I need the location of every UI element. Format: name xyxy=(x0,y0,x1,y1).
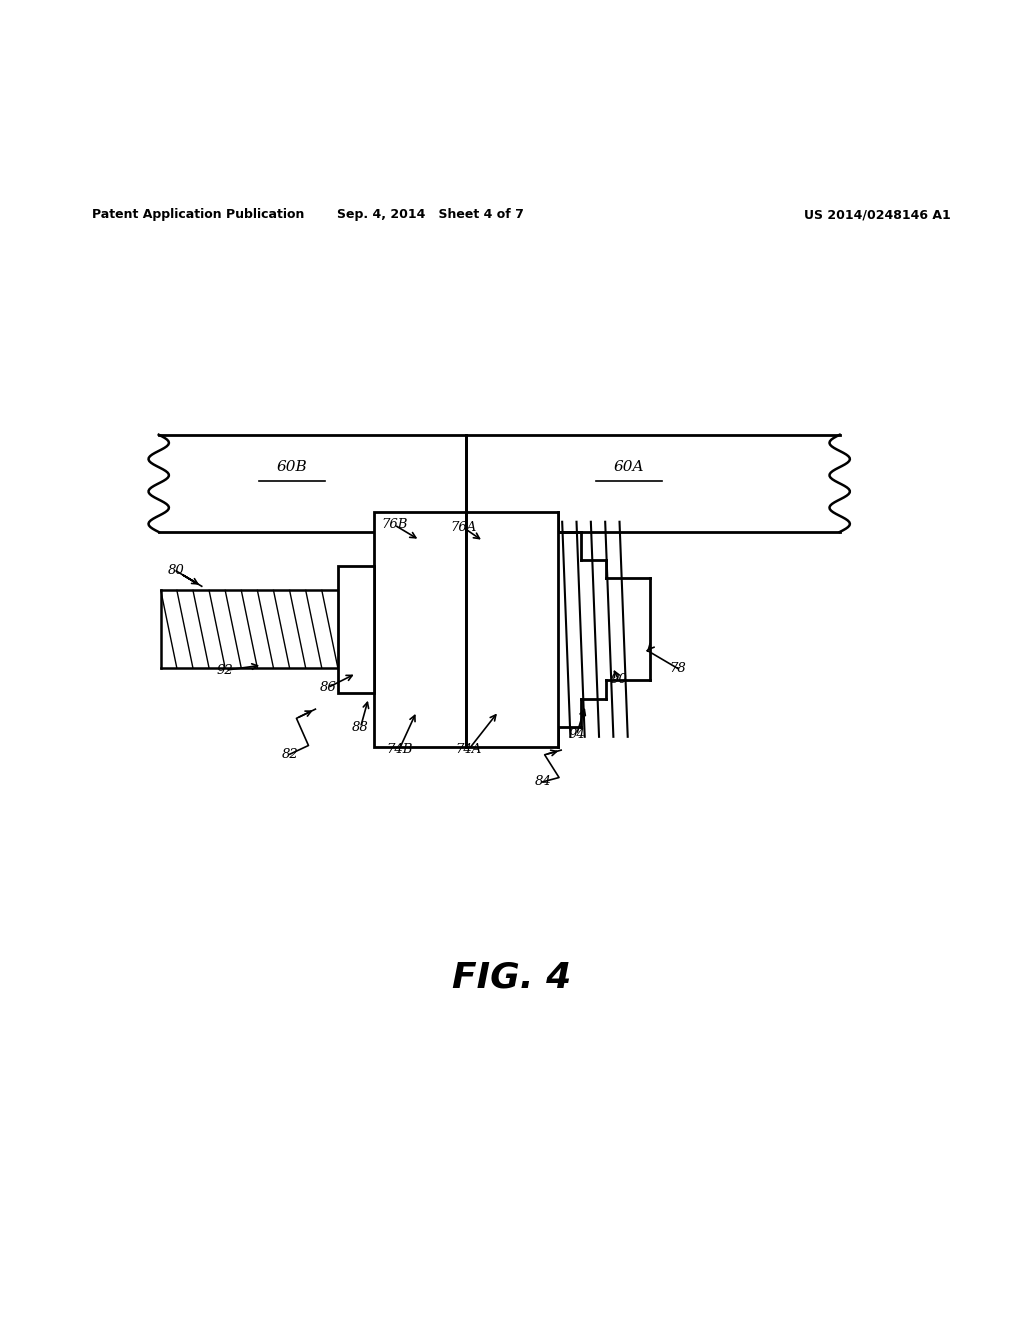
Text: FIG. 4: FIG. 4 xyxy=(453,961,571,994)
Text: 74B: 74B xyxy=(386,743,413,755)
Text: 74A: 74A xyxy=(456,743,482,755)
Bar xyxy=(466,512,558,747)
Text: 88: 88 xyxy=(352,721,369,734)
Text: 82: 82 xyxy=(282,747,298,760)
Text: US 2014/0248146 A1: US 2014/0248146 A1 xyxy=(804,209,950,220)
Text: 60A: 60A xyxy=(613,461,644,474)
Bar xyxy=(338,566,374,693)
Text: 76B: 76B xyxy=(381,519,408,532)
Text: 84: 84 xyxy=(535,775,551,788)
Text: 80: 80 xyxy=(168,565,184,577)
Text: 60B: 60B xyxy=(276,461,307,474)
Text: 76A: 76A xyxy=(451,521,477,535)
Text: 86: 86 xyxy=(319,681,336,694)
Text: 90: 90 xyxy=(610,673,627,686)
Text: 78: 78 xyxy=(670,661,686,675)
Text: 92: 92 xyxy=(217,664,233,677)
Text: Patent Application Publication: Patent Application Publication xyxy=(92,209,304,220)
Text: Sep. 4, 2014   Sheet 4 of 7: Sep. 4, 2014 Sheet 4 of 7 xyxy=(337,209,523,220)
Bar xyxy=(374,512,466,747)
Text: 94: 94 xyxy=(568,729,585,742)
